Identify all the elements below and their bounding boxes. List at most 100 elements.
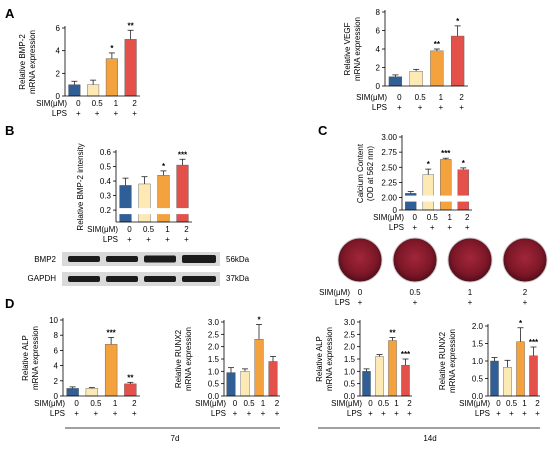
significance-d1-2: *** [106, 328, 116, 337]
y-tick-label-d1-4: 8 [54, 331, 59, 340]
bar-d1-0 [66, 388, 79, 397]
x-tick-label-c-3: 2 [465, 213, 470, 222]
significance-d1-3: ** [127, 373, 134, 382]
y-axis-label-d1: Relative ALP [21, 335, 30, 381]
y-tick-label-d4-3: 1.5 [472, 340, 484, 349]
axis-break-b [112, 208, 196, 215]
x-tick-label-d1-3: 2 [132, 399, 137, 408]
axis-break-c [398, 195, 476, 202]
blot-size-gapdh: 37kDa [226, 274, 250, 283]
significance-d3-2: ** [389, 329, 396, 338]
x-tick-label-a1-1: 0.5 [92, 99, 104, 108]
x-tick-label-d2-0: 0 [233, 399, 238, 408]
x-tick-label-d1-0: 0 [74, 399, 79, 408]
y-tick-label-a1-3: 6 [56, 24, 61, 33]
y-tick-label-d2-0: 0.0 [208, 392, 220, 401]
y-tick-label-b-0: 0.2 [100, 206, 112, 215]
lps-mark-d1-1: + [94, 409, 99, 418]
well-dose-3: 2 [523, 288, 528, 297]
lps-mark-a1-1: + [95, 109, 100, 118]
y-axis-label-a2: mRNA expression [353, 17, 362, 81]
y-tick-label-b-3: 0.5 [100, 163, 112, 172]
lps-mark-d2-2: + [261, 409, 266, 418]
panel-letter-a: A [5, 6, 15, 21]
bar-d1-1 [85, 388, 99, 397]
y-tick-label-d3-5: 2.5 [344, 330, 356, 339]
lps-label-a2: LPS [372, 103, 387, 112]
lps-mark-d4-3: + [535, 409, 540, 418]
bar-a2-2 [430, 50, 444, 87]
bar-d4-3 [529, 355, 538, 397]
y-tick-label-d1-1: 2 [54, 377, 59, 386]
sim-label-d1: SIM(μM) [34, 399, 65, 408]
alizarin-red-wells-image [337, 237, 548, 283]
lps-label-wells: LPS [335, 298, 350, 307]
lps-mark-a2-1: + [418, 103, 423, 112]
y-axis-label-c: Calcium Content [356, 143, 365, 203]
lps-label-c: LPS [389, 223, 404, 232]
well-dose-2: 1 [468, 288, 473, 297]
y-axis-label-a1: mRNA expression [28, 30, 37, 94]
bar-c-3 [457, 169, 469, 211]
lps-mark-d1-0: + [74, 409, 79, 418]
lps-mark-c-1: + [430, 223, 435, 232]
significance-a2-3: * [456, 17, 460, 26]
x-tick-label-d2-2: 1 [261, 399, 266, 408]
y-tick-label-d2-3: 1.5 [208, 355, 220, 364]
bar-d2-2 [254, 339, 264, 397]
lps-mark-b-0: + [127, 235, 132, 244]
y-tick-label-d4-1: 0.5 [472, 375, 484, 384]
chart-d2: * 0.0 0.5 1.0 1.5 2.0 2.5 3.0 Relative RUNX2 mRNA… [174, 315, 280, 418]
x-tick-label-a2-3: 2 [459, 93, 464, 102]
lps-mark-d3-2: + [394, 409, 399, 418]
x-tick-label-a1-3: 2 [132, 99, 137, 108]
y-axis-label-d1: mRNA expression [31, 326, 40, 390]
well-lps-1: + [413, 298, 418, 307]
bar-c-2 [440, 159, 452, 211]
sim-label-a1: SIM(μM) [36, 99, 67, 108]
x-tick-label-c-1: 0.5 [427, 213, 439, 222]
x-tick-label-d2-3: 2 [275, 399, 280, 408]
y-tick-label-d1-2: 4 [54, 362, 59, 371]
x-tick-label-d3-1: 0.5 [378, 399, 390, 408]
x-tick-label-c-0: 0 [413, 213, 418, 222]
bar-b-0 [119, 185, 132, 223]
timepoint-label-7d: 7d [171, 434, 180, 443]
y-tick-label-c-1: 2.00 [381, 194, 397, 203]
y-tick-label-b-4: 0.6 [100, 148, 112, 157]
x-tick-label-b-0: 0 [127, 225, 132, 234]
y-tick-label-d2-2: 1.0 [208, 367, 220, 376]
significance-c-2: *** [441, 149, 451, 158]
sim-label-wells: SIM(μM) [319, 288, 350, 297]
y-tick-label-d3-0: 0.0 [344, 392, 356, 401]
x-tick-label-d1-2: 1 [113, 399, 118, 408]
x-tick-label-d4-0: 0 [496, 399, 501, 408]
lps-mark-d3-1: + [381, 409, 386, 418]
lps-mark-d4-2: + [522, 409, 527, 418]
blot-size-bmp2: 56kDa [226, 255, 250, 264]
panel-letter-b: B [5, 123, 14, 138]
y-tick-label-b-1: 0.3 [100, 192, 112, 201]
y-tick-label-c-2: 2.25 [381, 178, 397, 187]
bar-a2-1 [409, 70, 423, 87]
x-tick-label-d1-1: 0.5 [90, 399, 102, 408]
lps-mark-a2-3: + [459, 103, 464, 112]
bar-b-1 [138, 183, 151, 223]
y-tick-label-a2-1: 2 [376, 64, 381, 73]
y-tick-label-d1-5: 10 [49, 316, 58, 325]
bar-a1-2 [105, 58, 118, 97]
bar-a1-0 [68, 84, 81, 97]
lps-mark-c-2: + [447, 223, 452, 232]
lps-mark-d1-3: + [132, 409, 137, 418]
significance-d2-2: * [257, 315, 261, 324]
y-axis-label-d4: Relative RUNX2 [438, 331, 447, 390]
y-axis-label-d2: mRNA expression [184, 327, 193, 391]
bar-b-2 [157, 175, 170, 223]
x-tick-label-d4-2: 1 [522, 399, 527, 408]
